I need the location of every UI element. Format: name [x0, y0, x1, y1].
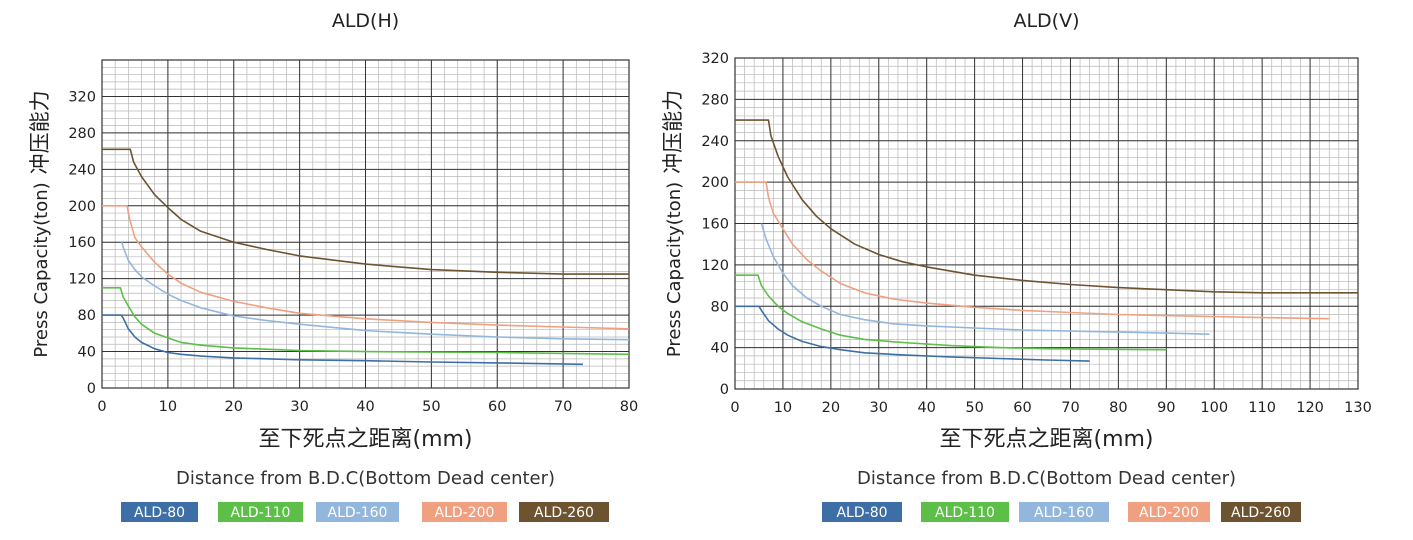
y-tick-label: 320: [68, 89, 96, 105]
x-axis-label-cn: 至下死点之距离(mm): [939, 427, 1153, 452]
series-line-ald-160: [121, 241, 630, 341]
x-axis-label-cn: 至下死点之距离(mm): [258, 427, 472, 452]
x-tick-label: 50: [965, 400, 983, 416]
series-line-ald-110: [735, 274, 1167, 351]
legend-swatch: [121, 502, 198, 522]
series-group: [102, 148, 630, 366]
x-tick-label: 80: [1109, 400, 1127, 416]
y-tick-label: 120: [701, 258, 729, 274]
y-tick-label: 160: [68, 235, 96, 251]
grid: [734, 57, 1359, 390]
legend: ALD-80 ALD-110 ALD-160 ALD-200 ALD-260: [822, 502, 1301, 522]
legend-swatch: [822, 502, 902, 522]
legend-label: ALD-110: [935, 505, 995, 521]
series-line-ald-110: [102, 286, 630, 356]
grid: [101, 59, 630, 389]
x-tick-label: 20: [225, 399, 243, 415]
y-axis-label: Press Capacity(ton) 冲压能力: [28, 90, 52, 357]
x-axis-label-en: Distance from B.D.C(Bottom Dead center): [857, 468, 1236, 489]
y-axis-label-en: Press Capacity(ton): [664, 182, 685, 357]
series-line-ald-160: [760, 223, 1210, 335]
x-tick-label: 70: [1061, 400, 1079, 416]
y-axis-label-cn: 冲压能力: [28, 90, 52, 174]
legend-swatch: [218, 502, 303, 522]
y-tick-label: 320: [701, 51, 729, 67]
x-tick-label: 40: [917, 400, 935, 416]
y-tick-label: 240: [701, 134, 729, 150]
x-tick-label: 30: [870, 400, 888, 416]
legend-swatch: [316, 502, 399, 522]
legend-swatch: [1128, 502, 1210, 522]
x-tick-label: 60: [1013, 400, 1031, 416]
y-tick-label: 280: [701, 92, 729, 108]
legend-swatch: [921, 502, 1009, 522]
y-tick-label: 40: [711, 341, 729, 357]
x-tick-label: 30: [290, 399, 308, 415]
x-tick-label: 50: [422, 399, 440, 415]
legend-label: ALD-80: [836, 505, 887, 521]
x-tick-label: 100: [1200, 400, 1228, 416]
legend-label: ALD-260: [534, 505, 594, 521]
y-tick-label: 80: [711, 299, 729, 315]
plot-frame: [734, 57, 1359, 390]
legend-swatch: [519, 502, 609, 522]
y-axis-label-en: Press Capacity(ton): [31, 182, 52, 357]
y-tick-label: 0: [87, 381, 96, 397]
x-tick-label: 40: [356, 399, 374, 415]
chart-title: ALD(H): [332, 10, 399, 32]
series-line-ald-260: [735, 119, 1358, 294]
x-tick-label: 0: [730, 400, 739, 416]
chart-1: ALD(V) 0 10 20 30 40 50 60 70 80 90 100 110 120 130 0 40…: [661, 10, 1372, 522]
y-tick-label: 240: [68, 162, 96, 178]
legend-label: ALD-200: [1139, 505, 1199, 521]
x-tick-label: 90: [1157, 400, 1175, 416]
legend-label: ALD-110: [231, 505, 291, 521]
y-tick-label: 0: [720, 382, 729, 398]
series-line-ald-200: [735, 181, 1330, 320]
legend-label: ALD-200: [435, 505, 495, 521]
y-tick-label: 200: [68, 199, 96, 215]
x-tick-label: 60: [488, 399, 506, 415]
plot-frame: [101, 59, 630, 389]
legend-swatch: [1221, 502, 1301, 522]
x-tick-label: 20: [822, 400, 840, 416]
legend-swatch: [422, 502, 507, 522]
legend-swatch: [1019, 502, 1109, 522]
series-group: [735, 119, 1358, 362]
legend-label: ALD-80: [134, 505, 185, 521]
series-line-ald-80: [102, 314, 583, 366]
y-tick-label: 160: [701, 217, 729, 233]
x-tick-label: 110: [1248, 400, 1276, 416]
x-tick-label: 10: [774, 400, 792, 416]
chart-title: ALD(V): [1013, 10, 1079, 32]
y-tick-label: 40: [78, 345, 96, 361]
legend-label: ALD-160: [1034, 505, 1094, 521]
x-axis-label-en: Distance from B.D.C(Bottom Dead center): [176, 468, 555, 489]
y-tick-label: 80: [78, 308, 96, 324]
legend: ALD-80 ALD-110 ALD-160 ALD-200 ALD-260: [121, 502, 609, 522]
x-tick-label: 130: [1344, 400, 1372, 416]
series-line-ald-80: [735, 305, 1090, 362]
legend-label: ALD-160: [328, 505, 388, 521]
x-tick-label: 70: [554, 399, 572, 415]
x-tick-label: 0: [97, 399, 106, 415]
x-tick-label: 120: [1296, 400, 1324, 416]
x-tick-label: 80: [620, 399, 638, 415]
x-tick-label: 10: [159, 399, 177, 415]
legend-label: ALD-260: [1231, 505, 1291, 521]
y-axis-label-cn: 冲压能力: [661, 90, 685, 174]
y-tick-label: 120: [68, 272, 96, 288]
series-line-ald-260: [102, 148, 629, 275]
chart-0: ALD(H) 0 10 20 30 40 50 60 70 80 0 40 80 120 160 200 240…: [28, 10, 638, 522]
y-tick-label: 280: [68, 126, 96, 142]
y-axis-label: Press Capacity(ton) 冲压能力: [661, 90, 685, 357]
y-tick-label: 200: [701, 175, 729, 191]
series-line-ald-200: [102, 205, 630, 330]
